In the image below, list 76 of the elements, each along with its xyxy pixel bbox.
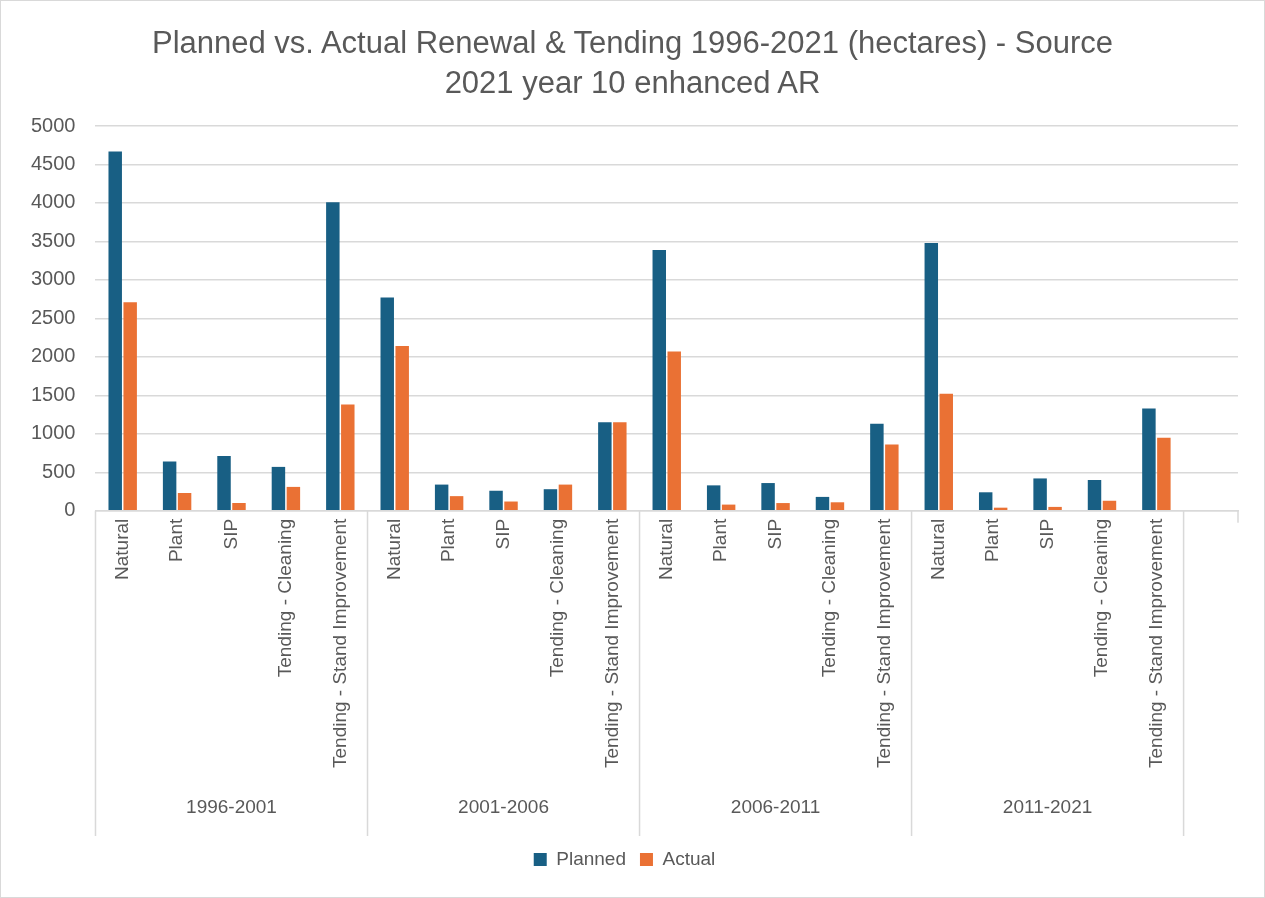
bar (395, 346, 409, 511)
bar (924, 242, 939, 511)
bar (449, 496, 464, 511)
bar (489, 490, 503, 511)
text: 2001-2006 (458, 796, 549, 818)
bar (1157, 437, 1171, 511)
bar (815, 496, 830, 511)
x-tick-label: Natural (382, 518, 404, 580)
y-tick-label: 1500 (30, 382, 76, 405)
bar (217, 456, 231, 511)
bar (177, 493, 192, 511)
bar (504, 501, 518, 511)
y-tick-label: 5000 (30, 113, 76, 136)
x-tick-label: Tending - Cleaning (818, 518, 840, 678)
bar (1102, 500, 1117, 511)
bar (598, 422, 612, 511)
x-tick-label: SIP (491, 518, 513, 550)
bar (232, 503, 246, 511)
legend-label: Actual (662, 847, 716, 869)
bar (123, 302, 137, 511)
x-tick-label: SIP (1035, 518, 1057, 550)
bar (434, 484, 449, 511)
y-tick-label: 2500 (30, 305, 76, 328)
text: 2006-2011 (730, 796, 821, 818)
bar (162, 461, 177, 511)
bar (939, 393, 953, 511)
bar (108, 151, 122, 511)
bar (667, 351, 681, 511)
x-tick-label: Tending - Cleaning (546, 518, 568, 678)
legend-label: Planned (556, 847, 626, 869)
x-tick-label: Tending - Stand Improvement (600, 518, 622, 768)
bar (870, 423, 884, 511)
text: 2011-2021 (1002, 796, 1093, 818)
bar (613, 422, 627, 511)
bar (558, 484, 573, 511)
y-tick-label: 3500 (30, 228, 76, 251)
y-tick-label: 1000 (30, 421, 76, 444)
x-tick-label: Plant (981, 518, 1003, 563)
x-tick-label: Natural (110, 518, 132, 580)
bar (885, 444, 899, 511)
bar (341, 404, 355, 511)
x-tick-label: Plant (165, 518, 187, 563)
bar (761, 483, 775, 511)
y-tick-label: 500 (42, 459, 76, 482)
x-tick-label: Tending - Stand Improvement (328, 518, 350, 768)
bar (706, 485, 721, 511)
bar (286, 486, 301, 511)
x-tick-label: SIP (763, 518, 785, 550)
bar (326, 202, 340, 511)
bar (830, 502, 845, 511)
bar (380, 297, 394, 511)
y-tick-label: 4000 (30, 190, 76, 213)
x-tick-label: Plant (709, 518, 731, 563)
x-tick-label: SIP (219, 518, 241, 550)
bar (1142, 408, 1156, 511)
x-tick-label: Plant (437, 518, 459, 563)
y-tick-label: 0 (64, 498, 76, 521)
bar (652, 249, 666, 511)
x-tick-label: Tending - Cleaning (274, 518, 296, 678)
bar (978, 492, 993, 511)
x-tick-label: Tending - Cleaning (1090, 518, 1112, 678)
text: 1996-2001 (186, 796, 277, 818)
bar (1033, 478, 1047, 511)
bar (271, 466, 286, 511)
x-tick-label: Tending - Stand Improvement (872, 518, 894, 768)
bar (776, 503, 790, 511)
x-tick-label: Natural (927, 518, 949, 580)
x-tick-label: Tending - Stand Improvement (1144, 518, 1166, 768)
bar (1048, 506, 1062, 511)
chart-title: Planned vs. Actual Renewal & Tending 1996-2021 (hectares) - Source 2021 year 10 enhanced AR (151, 24, 1114, 102)
bar (1087, 479, 1102, 511)
x-tick-label: Natural (654, 518, 676, 580)
bar (543, 489, 558, 511)
y-tick-label: 2000 (30, 344, 76, 367)
y-tick-label: 3000 (30, 267, 76, 290)
y-tick-label: 4500 (30, 151, 76, 174)
